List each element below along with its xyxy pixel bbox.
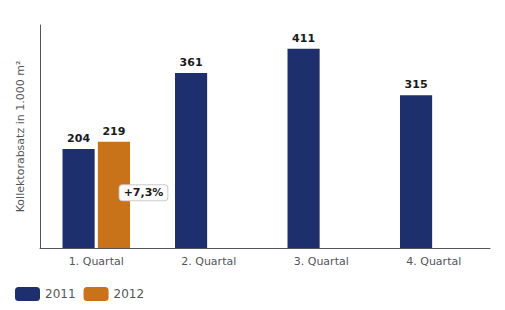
svg-text:204: 204 [67,132,90,145]
svg-text:2011: 2011 [45,287,76,301]
svg-text:411: 411 [292,32,315,45]
svg-text:Kollektorabsatz in 1.000 m²: Kollektorabsatz in 1.000 m² [14,61,27,213]
svg-text:361: 361 [180,56,203,69]
svg-text:4. Quartal: 4. Quartal [406,255,461,268]
svg-text:219: 219 [102,125,125,138]
svg-text:315: 315 [405,78,428,91]
svg-text:2. Quartal: 2. Quartal [181,255,236,268]
svg-text:2012: 2012 [114,287,145,301]
svg-text:+7,3%: +7,3% [124,186,164,199]
svg-text:1. Quartal: 1. Quartal [69,255,124,268]
svg-text:3. Quartal: 3. Quartal [294,255,349,268]
